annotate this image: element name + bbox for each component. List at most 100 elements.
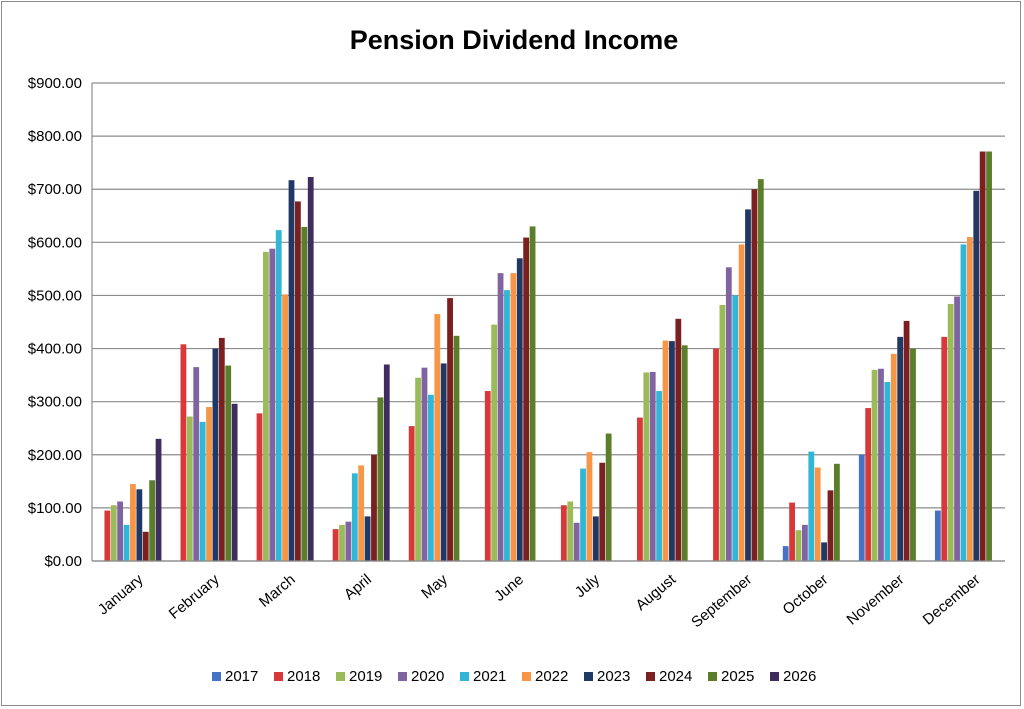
bar bbox=[871, 369, 878, 561]
bar bbox=[301, 226, 308, 562]
bar bbox=[751, 189, 758, 561]
bar bbox=[573, 522, 580, 561]
bar bbox=[231, 403, 238, 561]
x-category-label: February bbox=[166, 571, 223, 623]
x-category-label: September bbox=[688, 571, 755, 631]
bar bbox=[358, 465, 365, 561]
bar bbox=[484, 391, 491, 561]
y-tick-label: $600.00 bbox=[28, 234, 82, 251]
bar bbox=[821, 542, 827, 561]
legend-label: 2019 bbox=[349, 668, 382, 685]
bar bbox=[529, 226, 536, 561]
x-category-label: October bbox=[780, 571, 832, 618]
bar bbox=[523, 237, 530, 561]
bar bbox=[586, 452, 593, 561]
legend-swatch bbox=[460, 672, 469, 681]
legend-label: 2025 bbox=[721, 668, 754, 685]
bar bbox=[719, 305, 726, 561]
bar bbox=[903, 320, 910, 561]
bar bbox=[910, 348, 916, 561]
bar bbox=[732, 295, 739, 561]
bar bbox=[371, 454, 377, 561]
bar bbox=[662, 340, 669, 561]
legend-label: 2020 bbox=[411, 668, 444, 685]
legend-swatch bbox=[274, 672, 283, 681]
axes bbox=[91, 83, 1005, 562]
bar bbox=[110, 505, 117, 561]
bar bbox=[567, 501, 574, 561]
bar bbox=[814, 467, 821, 561]
bar bbox=[801, 524, 808, 561]
bar bbox=[865, 408, 872, 561]
bar bbox=[979, 151, 986, 561]
bar bbox=[516, 258, 523, 561]
bar bbox=[491, 324, 498, 561]
bar bbox=[713, 348, 719, 561]
bar bbox=[415, 377, 421, 561]
bar bbox=[104, 510, 111, 561]
bar bbox=[117, 501, 124, 561]
bar bbox=[332, 529, 339, 561]
bar bbox=[180, 344, 187, 561]
bar bbox=[560, 505, 567, 561]
bar bbox=[339, 524, 345, 561]
y-tick-label: $200.00 bbox=[28, 447, 82, 464]
bar bbox=[123, 524, 130, 561]
bar bbox=[269, 248, 276, 561]
x-category-label: March bbox=[256, 571, 299, 611]
legend-label: 2024 bbox=[659, 668, 692, 685]
bar bbox=[130, 483, 136, 561]
bar bbox=[155, 438, 162, 561]
legend-label: 2021 bbox=[473, 668, 506, 685]
bar bbox=[351, 473, 358, 561]
bar bbox=[592, 516, 599, 561]
legend-swatch bbox=[398, 672, 407, 681]
bar bbox=[795, 530, 802, 561]
bar bbox=[136, 489, 143, 561]
bar bbox=[738, 244, 745, 562]
x-category-label: May bbox=[418, 571, 451, 603]
bar bbox=[447, 298, 453, 561]
bar bbox=[256, 413, 263, 561]
bar bbox=[782, 546, 789, 561]
bar bbox=[149, 480, 156, 561]
y-axis-tick-labels: $0.00 $100.00 $200.00 $300.00 $400.00 $500.00… bbox=[28, 75, 82, 570]
bar bbox=[510, 273, 517, 561]
legend-swatch bbox=[584, 672, 593, 681]
bar bbox=[599, 462, 606, 561]
bar bbox=[745, 209, 751, 561]
y-tick-label: $0.00 bbox=[44, 553, 82, 570]
bar bbox=[966, 237, 973, 561]
bar bbox=[789, 502, 795, 561]
legend: 2017 2018 2019 2020 2021 2022 2023 2024 2025 2026 bbox=[212, 668, 816, 685]
bar bbox=[757, 179, 764, 561]
bar bbox=[440, 363, 447, 561]
bar bbox=[212, 348, 219, 561]
bar bbox=[408, 426, 415, 561]
legend-swatch bbox=[336, 672, 345, 681]
bar bbox=[383, 364, 390, 561]
x-axis-category-labels: January February March April May June July Augu… bbox=[95, 571, 984, 632]
y-tick-label: $100.00 bbox=[28, 500, 82, 517]
legend-swatch bbox=[646, 672, 655, 681]
bar bbox=[681, 345, 688, 561]
y-tick-label: $800.00 bbox=[28, 128, 82, 145]
bar bbox=[142, 531, 149, 561]
bar bbox=[973, 190, 980, 561]
bar bbox=[858, 454, 865, 561]
x-category-label: April bbox=[341, 571, 375, 603]
bar bbox=[675, 318, 682, 561]
bar bbox=[947, 303, 954, 561]
bar bbox=[669, 341, 675, 561]
y-tick-label: $300.00 bbox=[28, 394, 82, 411]
bar bbox=[345, 521, 352, 561]
legend-swatch bbox=[770, 672, 779, 681]
bar bbox=[504, 290, 510, 561]
bar bbox=[427, 394, 434, 561]
bar bbox=[193, 367, 200, 561]
x-category-label: August bbox=[632, 571, 679, 615]
x-category-label: November bbox=[844, 571, 908, 629]
bar bbox=[878, 368, 884, 561]
